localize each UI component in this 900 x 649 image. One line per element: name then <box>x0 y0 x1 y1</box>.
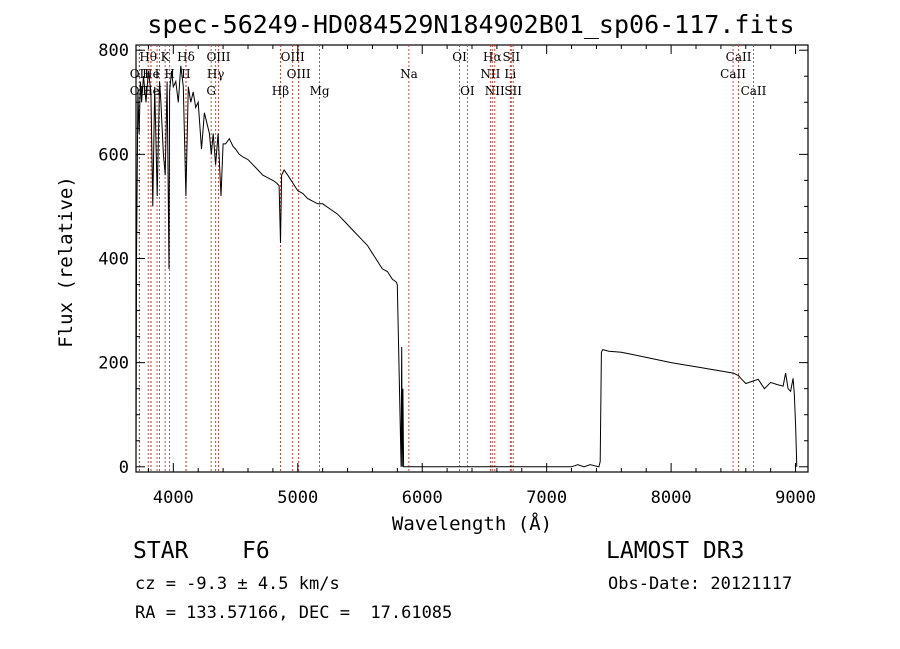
x-tick-label: 4000 <box>153 488 194 508</box>
y-axis-label: Flux (relative) <box>55 176 77 348</box>
redshift-velocity: cz = -9.3 ± 4.5 km/s <box>135 574 340 594</box>
plot-frame <box>135 44 809 473</box>
sky-coordinates: RA = 133.57166, DEC = 17.61085 <box>135 603 453 623</box>
line-marker-label: Hγ <box>207 67 225 81</box>
x-tick-label: 7000 <box>526 488 567 508</box>
line-marker-label: OI <box>460 84 475 98</box>
y-tick-label: 800 <box>98 41 129 61</box>
line-marker-label: I <box>155 67 160 81</box>
y-tick-label: 600 <box>98 145 129 165</box>
line-marker-label: Li <box>504 67 516 81</box>
line-marker-label: OIII <box>287 67 311 81</box>
x-tick-label: 9000 <box>775 488 816 508</box>
object-class: STAR <box>133 538 189 564</box>
line-marker-label: CaII <box>720 67 746 81</box>
object-subclass: F6 <box>242 538 270 564</box>
line-marker-label: H <box>164 67 174 81</box>
line-marker-label: OIII <box>206 50 230 64</box>
line-marker-label: K <box>161 50 171 64</box>
line-marker-label: NII <box>480 67 500 81</box>
y-tick-label: 400 <box>98 250 129 270</box>
line-marker-label: Hβ <box>272 84 289 98</box>
spectrum-line <box>135 65 798 468</box>
observation-date: Obs-Date: 20121117 <box>608 574 793 594</box>
x-axis-ticks: 4000 5000 6000 7000 8000 9000 <box>147 45 816 508</box>
line-marker-label: SII <box>502 50 520 64</box>
line-marker-label: OI <box>452 50 467 64</box>
x-tick-label: 6000 <box>402 488 443 508</box>
x-axis-label: Wavelength (Å) <box>392 512 552 535</box>
line-marker-label: OIII <box>281 50 305 64</box>
line-marker-label: CaII <box>741 84 767 98</box>
y-tick-label: 0 <box>119 458 129 478</box>
line-marker-label: Hα <box>483 50 502 64</box>
x-tick-label: 8000 <box>651 488 692 508</box>
line-marker-label: II <box>181 67 191 81</box>
x-tick-label: 5000 <box>277 488 318 508</box>
line-marker-label: CaII <box>726 50 752 64</box>
line-marker-label: NII <box>485 84 505 98</box>
y-axis-ticks: 0 200 400 600 800 <box>98 41 808 478</box>
line-marker-label: Mg <box>310 84 330 98</box>
chart-title: spec-56249-HD084529N184902B01_sp06-117.f… <box>147 10 794 39</box>
line-marker-label: Na <box>400 67 418 81</box>
y-tick-label: 200 <box>98 354 129 374</box>
line-marker-label: SII <box>504 84 522 98</box>
line-marker-label: G <box>206 84 216 98</box>
line-marker-label: Hθ <box>139 50 157 64</box>
survey-name: LAMOST DR3 <box>606 538 745 564</box>
